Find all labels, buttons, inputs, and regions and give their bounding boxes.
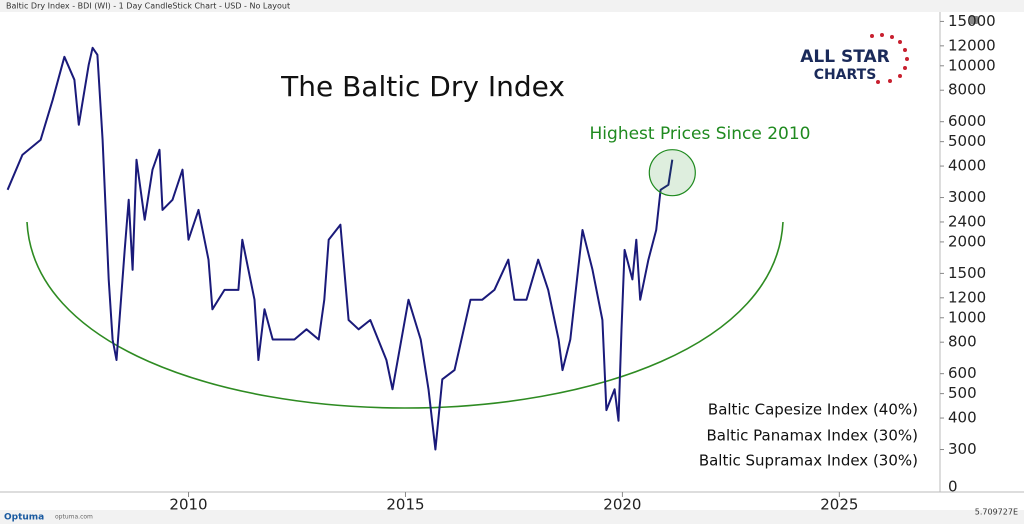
footer-bar — [0, 510, 1024, 524]
y-tick-label: 300 — [948, 440, 977, 458]
note: Baltic Panamax Index (30%) — [706, 427, 918, 445]
y-axis-bottom-label: 0 — [948, 478, 958, 496]
y-tick-label: 3000 — [948, 188, 986, 206]
x-tick-label: 2010 — [169, 496, 207, 514]
note: Baltic Supramax Index (30%) — [699, 452, 918, 470]
footer-site: optuma.com — [55, 514, 93, 521]
bowl-curve — [26, 221, 784, 409]
y-tick-label: 1500 — [948, 264, 986, 282]
x-tick-label: 2015 — [386, 496, 424, 514]
y-tick-label: 10000 — [948, 56, 996, 74]
header-bar — [0, 0, 1024, 12]
y-tick-label: 1200 — [948, 288, 986, 306]
y-tick-label: 500 — [948, 384, 977, 402]
logo-text: CHARTS — [814, 67, 877, 83]
y-tick-label: 5000 — [948, 132, 986, 150]
highlight-circle — [648, 149, 696, 197]
y-tick-label: 400 — [948, 409, 977, 427]
corner-readout: 5.709727E — [975, 508, 1018, 517]
footer-brand: Optuma — [4, 513, 44, 523]
price-line — [6, 46, 674, 451]
y-tick-label: 800 — [948, 333, 977, 351]
y-tick-label: 2400 — [948, 212, 986, 230]
note: Baltic Capesize Index (40%) — [708, 401, 918, 419]
y-tick-label: 15000 — [948, 12, 996, 30]
chart-title: The Baltic Dry Index — [280, 70, 565, 103]
logo-stars — [870, 33, 909, 84]
lock-icon[interactable] — [970, 16, 978, 24]
x-tick-label: 2025 — [820, 496, 858, 514]
y-tick-label: 12000 — [948, 36, 996, 54]
y-tick-label: 600 — [948, 364, 977, 382]
x-tick-label: 2020 — [603, 496, 641, 514]
logo-text: ALL STAR — [800, 47, 890, 67]
y-tick-label: 1000 — [948, 308, 986, 326]
y-tick-label: 8000 — [948, 81, 986, 99]
y-tick-label: 6000 — [948, 112, 986, 130]
y-tick-label: 4000 — [948, 157, 986, 175]
header-text: Baltic Dry Index - BDI (WI) - 1 Day Cand… — [6, 2, 290, 11]
y-tick-label: 2000 — [948, 232, 986, 250]
annotation: Highest Prices Since 2010 — [590, 124, 811, 144]
